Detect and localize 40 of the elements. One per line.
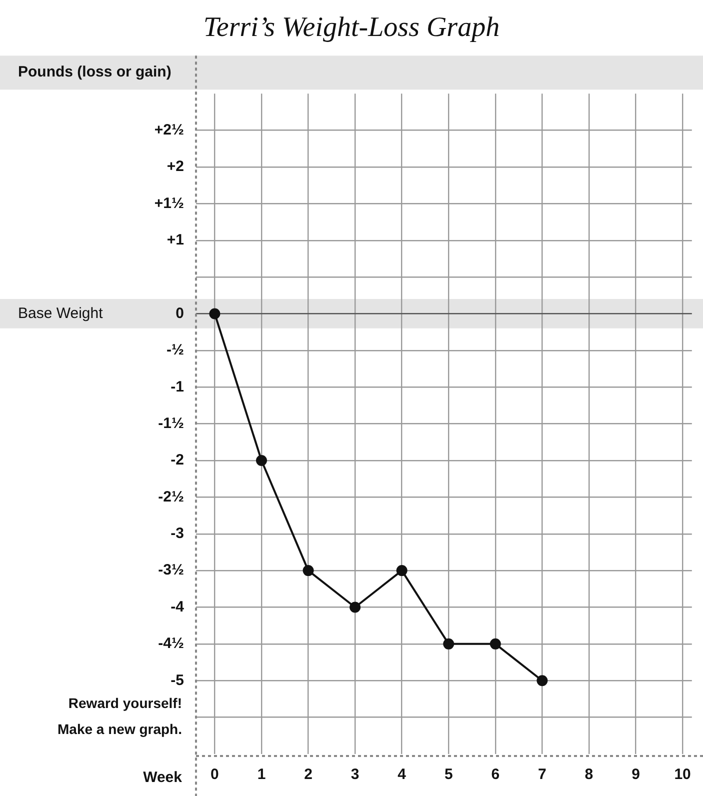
point — [443, 638, 454, 650]
y-tick-label: -3 — [170, 525, 184, 542]
y-tick-label: -5 — [170, 672, 184, 689]
text: Make a new graph. — [58, 720, 182, 737]
x-tick-label: 8 — [584, 766, 594, 784]
x-axis-title: Week — [143, 769, 183, 786]
y-tick-label: -3½ — [158, 562, 184, 579]
y-axis-title: Pounds (loss or gain) — [18, 64, 172, 81]
text: Reward yourself! — [68, 694, 182, 711]
x-tick-label: 6 — [491, 766, 500, 784]
y-tick-label: -4½ — [158, 635, 184, 652]
y-tick-label: +1 — [166, 231, 184, 248]
x-tick-label: 0 — [210, 766, 219, 784]
y-tick-label: -2½ — [158, 488, 184, 506]
y-tick-label: +2 — [166, 158, 184, 176]
point — [396, 565, 408, 576]
x-tick-label: 1 — [257, 766, 266, 784]
x-tick-label: 5 — [444, 766, 453, 784]
point — [350, 602, 361, 613]
point — [536, 675, 548, 686]
y-tick-label: -1 — [170, 378, 184, 396]
x-tick-label: 2 — [304, 766, 312, 784]
x-tick-label: 7 — [538, 766, 546, 784]
y-tick-label: -1½ — [158, 414, 184, 432]
y-tick-label: -½ — [166, 342, 184, 359]
point — [209, 308, 220, 320]
x-tick-label: 10 — [674, 766, 691, 784]
y-tick-label: -4 — [170, 598, 185, 616]
band-label: Base Weight — [18, 304, 104, 322]
x-tick-label: 3 — [350, 766, 360, 784]
point — [302, 565, 314, 576]
y-tick-label: +2½ — [154, 121, 184, 138]
point — [256, 454, 267, 466]
point — [490, 638, 501, 650]
chart-title: Terri’s Weight-Loss Graph — [203, 12, 500, 44]
x-tick-label: 9 — [632, 766, 640, 784]
x-tick-label: 4 — [398, 766, 407, 784]
y-tick-label: 0 — [176, 304, 184, 322]
y-tick-label: -2 — [170, 452, 184, 469]
y-tick-label: +1½ — [154, 194, 184, 212]
